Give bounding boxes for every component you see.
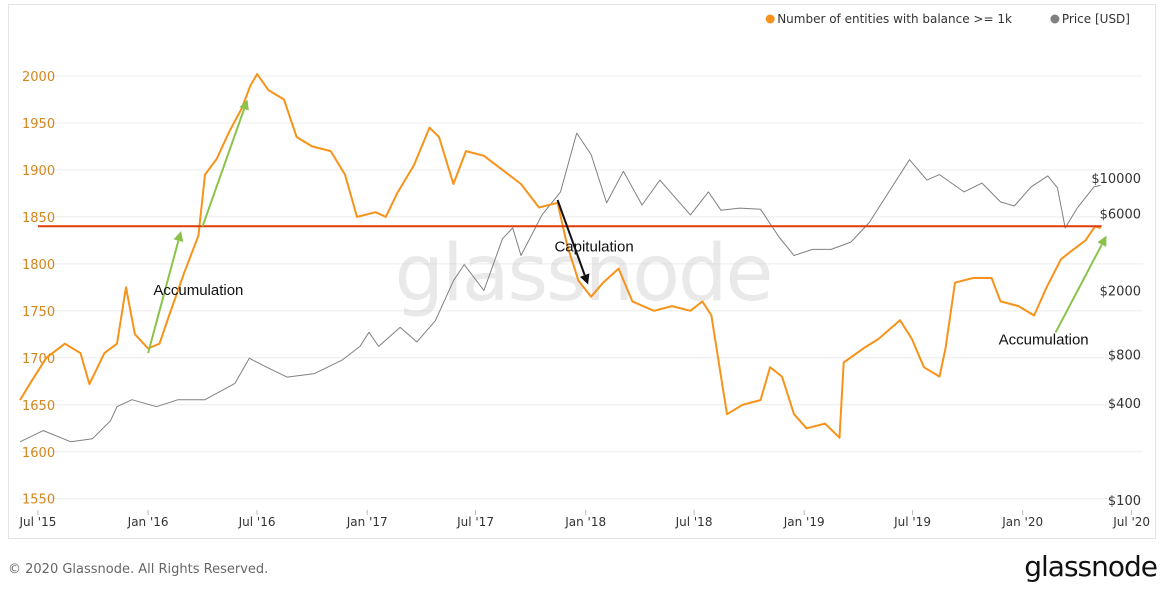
left-axis-ticks: 1550 1600 1650 1700 1750 1800 1850 1900 1950 2000 <box>22 70 55 508</box>
arrow-head <box>579 273 590 285</box>
right-tick-label: $800 <box>1108 349 1141 364</box>
left-tick-label: 1700 <box>22 352 55 367</box>
annotation-layer: Accumulation Capitulation Accumulation <box>153 239 1088 349</box>
x-axis-ticks: Jul '15 Jan '16 Jul '16 Jan '17 Jul '17 Jan '… <box>19 510 1150 529</box>
annotation-text: Capitulation <box>554 239 633 256</box>
left-tick-label: 1800 <box>22 258 55 273</box>
arrow-shaft <box>556 199 586 276</box>
series-layer <box>19 73 1101 443</box>
arrow-shaft <box>147 240 180 354</box>
arrow-head <box>173 230 184 242</box>
x-tick-label: Jan '16 <box>127 515 169 529</box>
x-tick-label: Jan '19 <box>783 515 825 529</box>
right-tick-label: $100 <box>1108 494 1141 509</box>
footer-copyright: © 2020 Glassnode. All Rights Reserved. <box>8 562 269 577</box>
x-tick-label: Jul '17 <box>456 515 494 529</box>
x-tick-label: Jul '15 <box>19 515 57 529</box>
legend-marker <box>765 14 775 24</box>
x-tick-label: Jul '18 <box>675 515 713 529</box>
arrow-shaft <box>1054 244 1103 333</box>
x-tick-label: Jan '17 <box>346 515 388 529</box>
left-tick-label: 1600 <box>22 446 55 461</box>
left-tick-label: 1900 <box>22 164 55 179</box>
left-tick-label: 1950 <box>22 117 55 132</box>
arrow-head <box>1097 235 1107 247</box>
x-tick-label: Jul '19 <box>893 515 931 529</box>
legend-label: Number of entities with balance >= 1k <box>777 12 1012 26</box>
legend[interactable]: Number of entities with balance >= 1k Pri… <box>765 12 1130 26</box>
x-tick-label: Jul '20 <box>1112 515 1150 529</box>
left-tick-label: 1750 <box>22 305 55 320</box>
annotation-text: Accumulation <box>999 332 1089 349</box>
left-tick-label: 1850 <box>22 211 55 226</box>
x-tick-label: Jul '16 <box>238 515 276 529</box>
arrow-head <box>239 99 249 111</box>
left-tick-label: 2000 <box>22 70 55 85</box>
left-tick-label: 1650 <box>22 399 55 414</box>
right-tick-label: $10000 <box>1091 172 1141 187</box>
legend-label: Price [USD] <box>1062 12 1130 26</box>
right-tick-label: $400 <box>1108 397 1141 412</box>
x-tick-label: Jan '20 <box>1001 515 1043 529</box>
left-tick-label: 1550 <box>22 493 55 508</box>
x-tick-label: Jan '18 <box>564 515 606 529</box>
chart-frame <box>8 4 1156 539</box>
entities-series-line <box>19 73 1101 439</box>
right-tick-label: $2000 <box>1100 285 1141 300</box>
chart: glassnode 155016001650170017501800185019… <box>19 12 1151 529</box>
annotation-text: Accumulation <box>153 282 243 299</box>
arrow-layer <box>147 99 1107 354</box>
gridlines <box>20 75 1143 500</box>
legend-marker <box>1050 14 1060 24</box>
price-series-line <box>19 132 1101 443</box>
arrow-shaft <box>201 108 246 227</box>
footer-logo: glassnode <box>1024 550 1158 583</box>
right-tick-label: $6000 <box>1100 208 1141 223</box>
right-axis-ticks: $100 $400 $800 $2000 $6000 $10000 <box>1091 172 1141 509</box>
